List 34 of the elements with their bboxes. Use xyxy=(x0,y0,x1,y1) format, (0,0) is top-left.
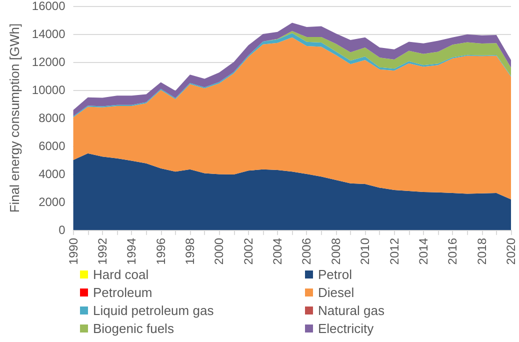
legend-label: Biogenic fuels xyxy=(93,321,174,336)
x-tick-label: 2014 xyxy=(416,238,430,265)
y-tick-label: 8000 xyxy=(38,111,66,125)
y-tick-label: 2000 xyxy=(38,195,66,209)
y-tick-label: 12000 xyxy=(32,55,66,69)
x-tick-label: 1996 xyxy=(154,238,168,265)
legend-label: Liquid petroleum gas xyxy=(93,303,214,318)
legend-label: Petrol xyxy=(318,267,352,282)
legend-label: Petroleum xyxy=(93,285,152,300)
legend-label: Hard coal xyxy=(93,267,149,282)
y-tick-label: 16000 xyxy=(32,0,66,13)
legend-label: Electricity xyxy=(318,321,374,336)
x-tick-label: 2008 xyxy=(328,238,343,265)
y-tick-label: 0 xyxy=(58,223,66,237)
x-tick-label: 2012 xyxy=(387,238,402,265)
y-axis-title: Final energy consumption [GWh] xyxy=(7,23,22,213)
legend-label: Diesel xyxy=(318,285,354,300)
legend-label: Natural gas xyxy=(318,303,385,318)
x-tick-label: 2002 xyxy=(241,238,256,265)
x-tick-label: 1994 xyxy=(124,238,139,265)
y-tick-label: 10000 xyxy=(32,83,66,97)
x-tick-label: 2020 xyxy=(504,238,518,265)
x-tick-label: 2018 xyxy=(474,238,489,265)
x-tick-label: 2000 xyxy=(212,238,226,265)
x-tick-label: 2004 xyxy=(270,238,285,265)
x-tick-label: 2016 xyxy=(446,238,460,265)
x-tick-label: 1998 xyxy=(182,238,197,265)
x-tick-label: 2010 xyxy=(358,238,372,265)
y-tick-label: 4000 xyxy=(38,167,66,181)
x-tick-label: 2006 xyxy=(300,238,314,265)
x-tick-label: 1992 xyxy=(95,238,110,265)
y-tick-label: 6000 xyxy=(38,139,66,153)
x-tick-label: 1990 xyxy=(66,238,80,265)
y-tick-label: 14000 xyxy=(32,27,66,41)
